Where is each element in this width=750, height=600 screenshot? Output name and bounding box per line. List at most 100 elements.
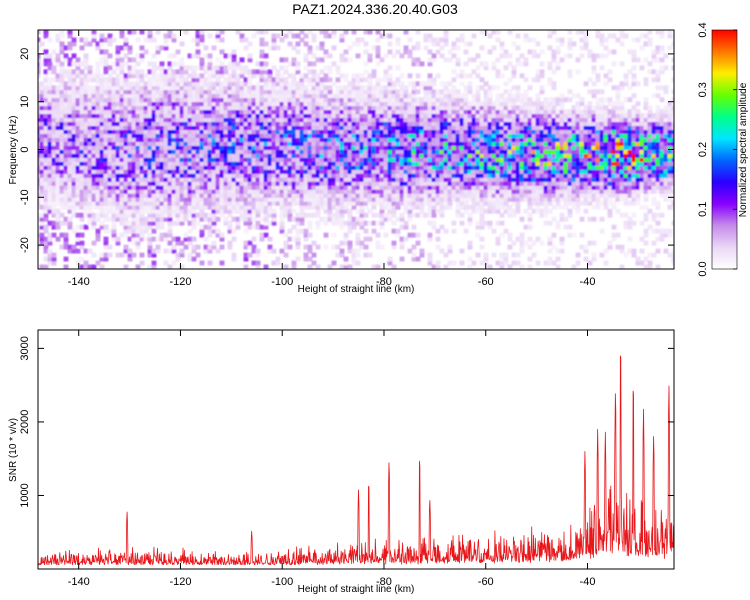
- spectrogram-cell: [171, 260, 177, 266]
- spectrogram-cell: [211, 172, 217, 178]
- spectrogram-cell: [219, 30, 225, 35]
- spectrogram-cell: [91, 172, 97, 178]
- spectrogram-cell: [147, 117, 153, 123]
- spectrogram-cell: [495, 196, 501, 202]
- spectrogram-cell: [123, 73, 129, 79]
- spectrogram-cell: [147, 109, 153, 115]
- spectrogram-cell: [43, 264, 49, 269]
- spectrogram-cell: [59, 61, 65, 67]
- spectrogram-cell: [431, 77, 437, 83]
- spectrogram-cell: [63, 168, 69, 174]
- spectrogram-cell: [179, 216, 185, 222]
- spectrogram-cell: [219, 109, 225, 115]
- spectrogram-cell: [375, 172, 381, 178]
- spectrogram-cell: [79, 224, 85, 230]
- spectrogram-cell: [451, 77, 457, 83]
- spectrogram-cell: [327, 161, 333, 166]
- spectrogram-cell: [187, 161, 193, 166]
- spectrogram-cell: [259, 65, 265, 71]
- spectrogram-cell: [439, 192, 445, 198]
- spectrogram-cell: [275, 93, 281, 99]
- spectrogram-cell: [347, 172, 353, 178]
- spectrogram-cell: [59, 125, 65, 131]
- spectrogram-cell: [251, 200, 257, 206]
- spectrogram-cell: [327, 85, 333, 91]
- spectrogram-cell: [471, 180, 477, 186]
- spectrogram-cell: [159, 113, 165, 119]
- spectrogram-cell: [491, 121, 497, 127]
- spectrogram-cell: [207, 220, 213, 226]
- spectrogram-cell: [407, 129, 413, 135]
- spectrogram-cell: [119, 69, 125, 75]
- spectrogram-cell: [115, 113, 121, 119]
- spectrogram-cell: [295, 69, 301, 75]
- spectrogram-cell: [119, 164, 125, 170]
- spectrogram-cell: [115, 57, 121, 63]
- spectrogram-cell: [479, 204, 485, 210]
- spectrogram-cell: [311, 125, 317, 131]
- spectrogram-cell: [199, 145, 205, 150]
- spectrogram-cell: [327, 264, 333, 269]
- spectrogram-cell: [39, 97, 45, 103]
- spectrogram-cell: [135, 224, 141, 230]
- spectrogram-cell: [379, 188, 385, 194]
- spectrogram-cell: [267, 73, 273, 79]
- spectrogram-cell: [131, 117, 137, 123]
- spectrogram-cell: [431, 93, 437, 99]
- spectrogram-cell: [179, 184, 185, 190]
- spectrogram-cell: [355, 105, 361, 111]
- spectrogram-cell: [111, 176, 117, 182]
- spectrogram-cell: [383, 121, 389, 127]
- spectrogram-cell: [115, 97, 121, 103]
- spectrogram-cell: [255, 161, 261, 166]
- spectrogram-cell: [495, 204, 501, 210]
- spectrogram-cell: [179, 145, 185, 150]
- spectrogram-cell: [383, 101, 389, 107]
- spectrogram-cell: [95, 232, 101, 238]
- spectrogram-cell: [395, 200, 401, 206]
- spectrogram-cell: [71, 145, 77, 150]
- spectrogram-cell: [131, 125, 137, 131]
- spectrogram-cell: [487, 145, 493, 150]
- spectrogram-cell: [471, 208, 477, 214]
- spectrogram-cell: [295, 117, 301, 123]
- spectrogram-cell: [299, 196, 305, 202]
- spectrogram-cell: [59, 81, 65, 87]
- spectrogram-cell: [139, 45, 145, 51]
- spectrogram-cell: [187, 117, 193, 123]
- spectrogram-cell: [323, 244, 329, 250]
- spectrogram-cell: [55, 53, 61, 59]
- spectrogram-cell: [371, 192, 377, 198]
- spectrogram-cell: [171, 176, 177, 182]
- spectrogram-cell: [75, 176, 81, 182]
- spectrogram-cell: [279, 85, 285, 91]
- spectrogram-cell: [411, 256, 417, 262]
- spectrogram-cell: [351, 81, 357, 87]
- spectrogram-cell: [295, 232, 301, 238]
- spectrogram-cell: [279, 196, 285, 202]
- spectrogram-cell: [255, 208, 261, 214]
- spectrogram-cell: [395, 121, 401, 127]
- spectrogram-cell: [443, 192, 449, 198]
- spectrogram-cell: [271, 153, 277, 158]
- spectrogram-cell: [87, 248, 93, 254]
- spectrogram-cell: [243, 141, 249, 146]
- spectrogram-cell: [99, 61, 105, 67]
- spectrogram-cell: [423, 164, 429, 170]
- spectrogram-cell: [271, 129, 277, 135]
- spectrogram-cell: [463, 184, 469, 190]
- spectrogram-cell: [103, 125, 109, 131]
- spectrogram-cell: [131, 192, 137, 198]
- spectrogram-cell: [211, 133, 217, 138]
- spectrogram-cell: [371, 113, 377, 119]
- spectrogram-cell: [399, 145, 405, 150]
- spectrogram-cell: [427, 133, 433, 138]
- spectrogram-cell: [287, 97, 293, 103]
- spectrogram-cell: [407, 137, 413, 142]
- spectrogram-cell: [99, 220, 105, 226]
- spectrogram-cell: [175, 256, 181, 262]
- spectrogram-cell: [143, 141, 149, 146]
- spectrogram-cell: [387, 97, 393, 103]
- spectrogram-cell: [39, 133, 45, 138]
- spectrogram-cell: [275, 125, 281, 131]
